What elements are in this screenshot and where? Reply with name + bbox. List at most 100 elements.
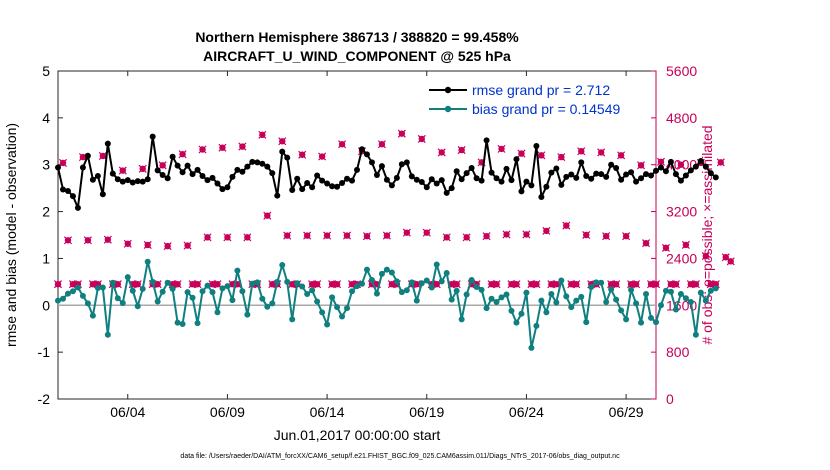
- x-axis-ticks: 06/04 06/09 06/14 06/19 06/24 06/29: [110, 71, 644, 420]
- obs-count-point: [173, 280, 182, 289]
- rmse-point: [538, 194, 545, 201]
- obs-assimilated-marker: [323, 231, 332, 240]
- rmse-point: [224, 184, 231, 191]
- bias-point: [239, 288, 246, 295]
- bias-point: [518, 310, 525, 317]
- obs-count-point: [676, 160, 685, 169]
- rmse-point: [418, 179, 425, 186]
- obs-assimilated-marker: [691, 280, 700, 289]
- rmse-point: [159, 172, 166, 179]
- obs-assimilated-marker: [651, 280, 661, 289]
- obs-count-point: [562, 221, 571, 230]
- obs-assimilated-marker: [63, 236, 72, 245]
- rmse-point: [403, 159, 410, 166]
- rmse-point: [234, 166, 241, 173]
- rmse-point: [707, 170, 714, 177]
- rmse-point: [289, 187, 296, 194]
- rmse-point: [59, 186, 66, 193]
- obs-assimilated-marker: [198, 145, 207, 154]
- rmse-point: [109, 170, 116, 177]
- obs-count-point: [58, 158, 68, 167]
- left-y-axis-ticks: -2 -1 0 1 2 3 4 5: [38, 63, 63, 407]
- obs-count-point: [437, 148, 446, 157]
- bias-point: [244, 311, 251, 318]
- bias-point: [528, 344, 535, 351]
- rmse-point: [398, 161, 405, 168]
- rmse-point: [593, 170, 600, 177]
- left-y-tick-label: 1: [42, 250, 50, 266]
- bias-point: [568, 304, 575, 311]
- bias-series: [55, 258, 719, 351]
- bias-point: [199, 288, 206, 295]
- obs-assimilated-marker: [562, 221, 571, 230]
- obs-assimilated-marker: [681, 240, 690, 249]
- obs-assimilated-marker: [178, 150, 187, 159]
- obs-assimilated-marker: [118, 166, 127, 175]
- bias-point: [583, 319, 590, 326]
- rmse-point: [672, 171, 679, 178]
- rmse-point: [139, 178, 146, 185]
- obs-count-point: [701, 252, 710, 261]
- rmse-point: [174, 162, 181, 169]
- obs-count-point: [422, 228, 431, 237]
- obs-count-point: [83, 236, 92, 245]
- bias-point: [368, 276, 375, 283]
- bias-point: [329, 294, 336, 301]
- rmse-point: [214, 180, 221, 187]
- bias-point: [119, 299, 126, 306]
- bias-point: [672, 306, 679, 313]
- bias-point: [314, 298, 321, 305]
- rmse-point: [697, 157, 704, 164]
- bias-point: [274, 278, 281, 285]
- rmse-point: [633, 178, 640, 185]
- obs-count-point: [343, 231, 352, 240]
- obs-count-point: [716, 158, 725, 167]
- obs-count-point: [268, 280, 277, 289]
- obs-count-point: [642, 239, 651, 248]
- bias-point: [344, 305, 351, 312]
- obs-assimilated-marker: [223, 233, 232, 242]
- obs-assimilated-marker: [377, 140, 386, 149]
- legend-bias-label: bias grand pr = 0.14549: [472, 101, 620, 117]
- obs-assimilated-marker: [642, 239, 651, 248]
- bias-point: [408, 279, 415, 286]
- bias-point: [428, 284, 435, 291]
- bias-point: [219, 285, 226, 292]
- bias-point: [653, 319, 659, 326]
- rmse-point: [124, 177, 131, 184]
- bias-point: [508, 307, 515, 314]
- rmse-point: [179, 169, 186, 176]
- bias-point: [393, 278, 400, 285]
- x-tick-label: 06/04: [110, 404, 145, 420]
- obs-count-point: [462, 233, 471, 242]
- bias-point: [553, 299, 560, 306]
- rmse-point: [269, 170, 276, 177]
- bias-point: [603, 299, 610, 306]
- rmse-point: [304, 179, 311, 186]
- obs-assimilated-marker: [283, 231, 292, 240]
- bias-point: [204, 282, 211, 289]
- bias-point: [378, 270, 385, 277]
- rmse-point: [69, 193, 76, 200]
- legend-bias-marker: [444, 105, 452, 113]
- rmse-point: [648, 172, 655, 179]
- obs-count-point: [542, 226, 551, 235]
- obs-assimilated-marker: [537, 151, 546, 160]
- obs-count-point: [238, 142, 247, 151]
- bias-point: [84, 300, 91, 307]
- rmse-point: [578, 159, 585, 166]
- obs-count-point: [532, 280, 541, 289]
- obs-assimilated-marker: [656, 157, 666, 166]
- obs-assimilated-marker: [726, 257, 735, 266]
- obs-assimilated-marker: [338, 140, 347, 149]
- data-file-footer: data file: /Users/raeder/DAI/ATM_forcXX/…: [180, 453, 620, 460]
- right-y-tick-label: 3200: [666, 204, 697, 220]
- rmse-point: [299, 186, 306, 193]
- bias-point: [707, 287, 714, 294]
- obs-count-point: [492, 280, 501, 289]
- obs-count-point: [457, 146, 466, 155]
- bias-point: [418, 280, 425, 287]
- bias-point: [648, 314, 655, 321]
- bias-point: [284, 278, 291, 285]
- obs-assimilated-marker: [58, 158, 68, 167]
